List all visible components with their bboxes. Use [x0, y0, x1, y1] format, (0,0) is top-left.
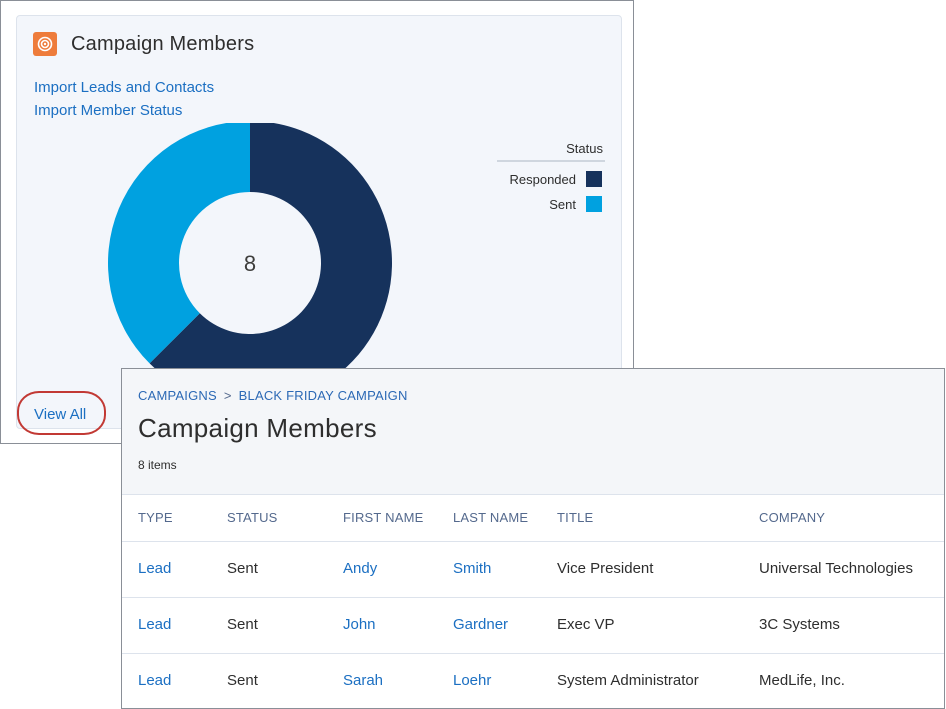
- table-row: Lead Sent John Gardner Exec VP 3C System…: [122, 598, 944, 654]
- item-count: 8 items: [138, 458, 177, 472]
- legend-swatch-sent: [586, 196, 602, 212]
- column-header-type[interactable]: TYPE: [138, 510, 173, 525]
- cell-status: Sent: [227, 672, 258, 689]
- table-row: Lead Sent Andy Smith Vice President Univ…: [122, 542, 944, 598]
- breadcrumb-black-friday-campaign[interactable]: BLACK FRIDAY CAMPAIGN: [238, 388, 408, 403]
- chart-legend: Status Responded Sent: [497, 141, 605, 212]
- target-icon: [33, 32, 57, 56]
- legend-swatch-responded: [586, 171, 602, 187]
- cell-title: Exec VP: [557, 616, 615, 633]
- donut-center-label: 8: [244, 251, 256, 276]
- legend-item-responded: Responded: [497, 171, 605, 187]
- cell-last-name[interactable]: Loehr: [453, 672, 492, 689]
- breadcrumb-separator: >: [223, 388, 232, 403]
- import-member-status-link[interactable]: Import Member Status: [34, 102, 183, 119]
- view-all-link[interactable]: View All: [34, 406, 87, 423]
- cell-first-name[interactable]: Sarah: [343, 672, 384, 689]
- cell-company: Universal Technologies: [759, 560, 913, 577]
- column-header-first-name[interactable]: FIRST NAME: [343, 510, 424, 525]
- table-row: Lead Sent Sarah Loehr System Administrat…: [122, 654, 944, 709]
- donut-chart: 8: [108, 123, 392, 393]
- import-leads-contacts-link[interactable]: Import Leads and Contacts: [34, 79, 215, 96]
- cell-status: Sent: [227, 616, 258, 633]
- donut-slice-responded[interactable]: [149, 123, 392, 393]
- legend-item-sent: Sent: [497, 196, 605, 212]
- legend-label: Sent: [549, 196, 576, 212]
- legend-label: Responded: [509, 171, 577, 187]
- campaign-members-list-panel: CAMPAIGNS > BLACK FRIDAY CAMPAIGN Campaign…: [121, 368, 945, 709]
- table-header: TYPE STATUS FIRST NAME LAST NAME TITLE C…: [122, 495, 944, 542]
- card-body: Campaign Members Import Leads and Contac…: [16, 15, 622, 429]
- cell-title: System Administrator: [557, 672, 699, 689]
- column-header-last-name[interactable]: LAST NAME: [453, 510, 529, 525]
- donut-slice-sent[interactable]: [108, 123, 250, 364]
- page-title: Campaign Members: [138, 413, 377, 443]
- highlight-circle: [17, 391, 106, 435]
- cell-status: Sent: [227, 560, 258, 577]
- campaign-members-card: Campaign Members Import Leads and Contac…: [0, 0, 634, 444]
- breadcrumb: CAMPAIGNS > BLACK FRIDAY CAMPAIGN: [138, 388, 408, 403]
- breadcrumb-campaigns[interactable]: CAMPAIGNS: [138, 388, 217, 403]
- cell-type[interactable]: Lead: [138, 560, 172, 577]
- card-title: Campaign Members: [71, 32, 255, 55]
- cell-first-name[interactable]: Andy: [343, 560, 378, 577]
- legend-title: Status: [497, 141, 605, 162]
- cell-type[interactable]: Lead: [138, 672, 172, 689]
- cell-last-name[interactable]: Gardner: [453, 616, 509, 633]
- column-header-title[interactable]: TITLE: [557, 510, 594, 525]
- column-header-company[interactable]: COMPANY: [759, 510, 826, 525]
- cell-last-name[interactable]: Smith: [453, 560, 492, 577]
- list-header: CAMPAIGNS > BLACK FRIDAY CAMPAIGN Campaign…: [122, 369, 944, 495]
- cell-company: MedLife, Inc.: [759, 672, 845, 689]
- cell-company: 3C Systems: [759, 616, 840, 633]
- cell-first-name[interactable]: John: [343, 616, 376, 633]
- cell-type[interactable]: Lead: [138, 616, 172, 633]
- cell-title: Vice President: [557, 560, 654, 577]
- column-header-status[interactable]: STATUS: [227, 510, 278, 525]
- card-header: Campaign Members: [33, 32, 254, 56]
